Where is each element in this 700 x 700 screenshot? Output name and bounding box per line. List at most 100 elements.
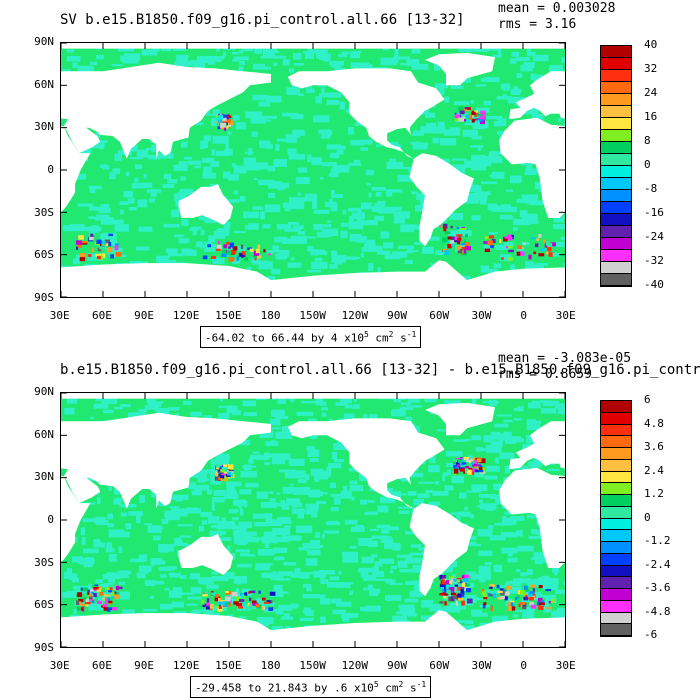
panel-title: b.e15.B1850.f09_g16.pi_control.all.66 [1…: [60, 362, 700, 378]
latitude-label: 60N: [34, 77, 54, 91]
latitude-label: 30N: [34, 120, 54, 134]
latitude-label: 60S: [34, 598, 54, 612]
colorbar-swatch: [601, 424, 631, 437]
latitude-label: 0: [47, 513, 54, 526]
longitude-label: 60E: [91, 309, 112, 322]
colorbar-swatch: [601, 553, 631, 566]
longitude-label: 90E: [134, 309, 154, 322]
longitude-label: 30E: [555, 309, 576, 322]
longitude-label: 150W: [299, 659, 326, 672]
rms-label: rms = 3.16: [498, 17, 577, 32]
colorbar-swatch: [601, 459, 631, 472]
range-units: cm: [378, 681, 399, 695]
latitude-label: 90N: [34, 385, 54, 398]
longitude-label: 30W: [471, 309, 492, 322]
land-south-america: [409, 153, 474, 247]
colorbar-label: -2.4: [644, 557, 671, 571]
colorbar-label: -40: [644, 278, 664, 291]
colorbar-swatch: [601, 436, 631, 448]
longitude-label: 120W: [341, 659, 369, 672]
colorbar-label: 1.2: [644, 487, 664, 500]
colorbar-swatch: [601, 612, 631, 625]
land-south-america: [409, 503, 474, 597]
longitude-label: 90E: [134, 659, 154, 672]
colorbar-swatch: [601, 94, 631, 106]
longitude-label: 180: [260, 309, 281, 322]
colorbar-swatch: [601, 542, 631, 554]
contour-range-label: -64.02 to 66.44 by 4 x105 cm2 s-1: [200, 326, 422, 348]
colorbar-swatch: [601, 154, 631, 166]
colorbar: [600, 400, 632, 637]
longitude-label: 60W: [429, 309, 450, 322]
colorbar-swatch: [601, 624, 631, 636]
map-field: [61, 43, 565, 297]
map-plot: [60, 392, 566, 648]
colorbar-swatch: [601, 238, 631, 250]
colorbar-swatch: [601, 577, 631, 589]
colorbar-swatch: [601, 412, 631, 425]
colorbar-label: -16: [644, 206, 664, 219]
range-units-exponent: 2: [388, 330, 394, 339]
range-exponent: 5: [373, 680, 379, 689]
latitude-label: 60S: [34, 248, 54, 262]
eddy-variability: [76, 106, 556, 262]
colorbar-swatch: [601, 118, 631, 130]
colorbar-swatch: [601, 600, 631, 613]
colorbar-swatch: [601, 106, 631, 118]
colorbar-label: 0: [644, 158, 651, 171]
latitude-label: 90S: [34, 641, 54, 654]
colorbar-label: 16: [644, 110, 658, 123]
colorbar-label: 8: [644, 134, 651, 147]
colorbar-swatch: [601, 589, 631, 601]
mean-label: mean = -3.083e-05: [498, 351, 632, 366]
land-north-america: [287, 418, 445, 509]
colorbar-label: -4.8: [644, 604, 671, 618]
colorbar-swatch: [601, 202, 631, 214]
colorbar-swatch: [601, 401, 631, 413]
longitude-label: 60W: [429, 659, 450, 672]
map-field: [61, 393, 565, 647]
longitude-label: 180: [260, 659, 281, 672]
range-suffix: s: [403, 681, 417, 695]
contour-range-label: -29.458 to 21.843 by .6 x105 cm2 s-1: [190, 676, 432, 698]
land-eurasia: [61, 62, 565, 159]
colorbar-label: -32: [644, 254, 664, 267]
colorbar-swatch: [601, 166, 631, 178]
longitude-label: 30E: [49, 309, 70, 322]
colorbar-swatch: [601, 448, 631, 460]
land-mask: [61, 43, 565, 297]
colorbar-label: -8: [644, 182, 658, 195]
land-australia: [178, 184, 234, 225]
latitude-label: 30S: [34, 205, 54, 219]
longitude-label: 150E: [215, 309, 242, 322]
land-antarctica: [61, 610, 565, 647]
colorbar-swatch: [601, 58, 631, 70]
colorbar-label: 4.8: [644, 416, 664, 430]
land-australia: [178, 534, 234, 575]
axis-ticks: [61, 393, 565, 647]
colorbar-label: 24: [644, 86, 658, 99]
colorbar-swatch: [601, 262, 631, 274]
range-suffix: s: [393, 331, 407, 345]
latitude-label: 90N: [34, 35, 54, 48]
land-africa: [61, 117, 565, 218]
colorbar-swatch: [601, 274, 631, 286]
colorbar-swatch: [601, 214, 631, 226]
rms-label: rms = 0.8659: [498, 367, 592, 382]
colorbar-swatch: [601, 565, 631, 578]
map-plot: [60, 42, 566, 298]
colorbar: [600, 45, 632, 287]
land-greenland: [425, 402, 495, 436]
colorbar-label: 0: [644, 510, 651, 524]
longitude-label: 90W: [387, 659, 407, 672]
longitude-label: 30E: [555, 659, 576, 672]
longitude-label: 120E: [172, 309, 200, 322]
axis-ticks: [61, 43, 565, 297]
longitude-label: 150W: [299, 309, 326, 322]
land-mask: [61, 393, 565, 647]
colorbar-swatch: [601, 226, 631, 238]
colorbar-swatch: [601, 506, 631, 519]
latitude-label: 60N: [34, 427, 54, 441]
longitude-label: 30W: [471, 659, 492, 672]
colorbar-swatch: [601, 46, 631, 58]
